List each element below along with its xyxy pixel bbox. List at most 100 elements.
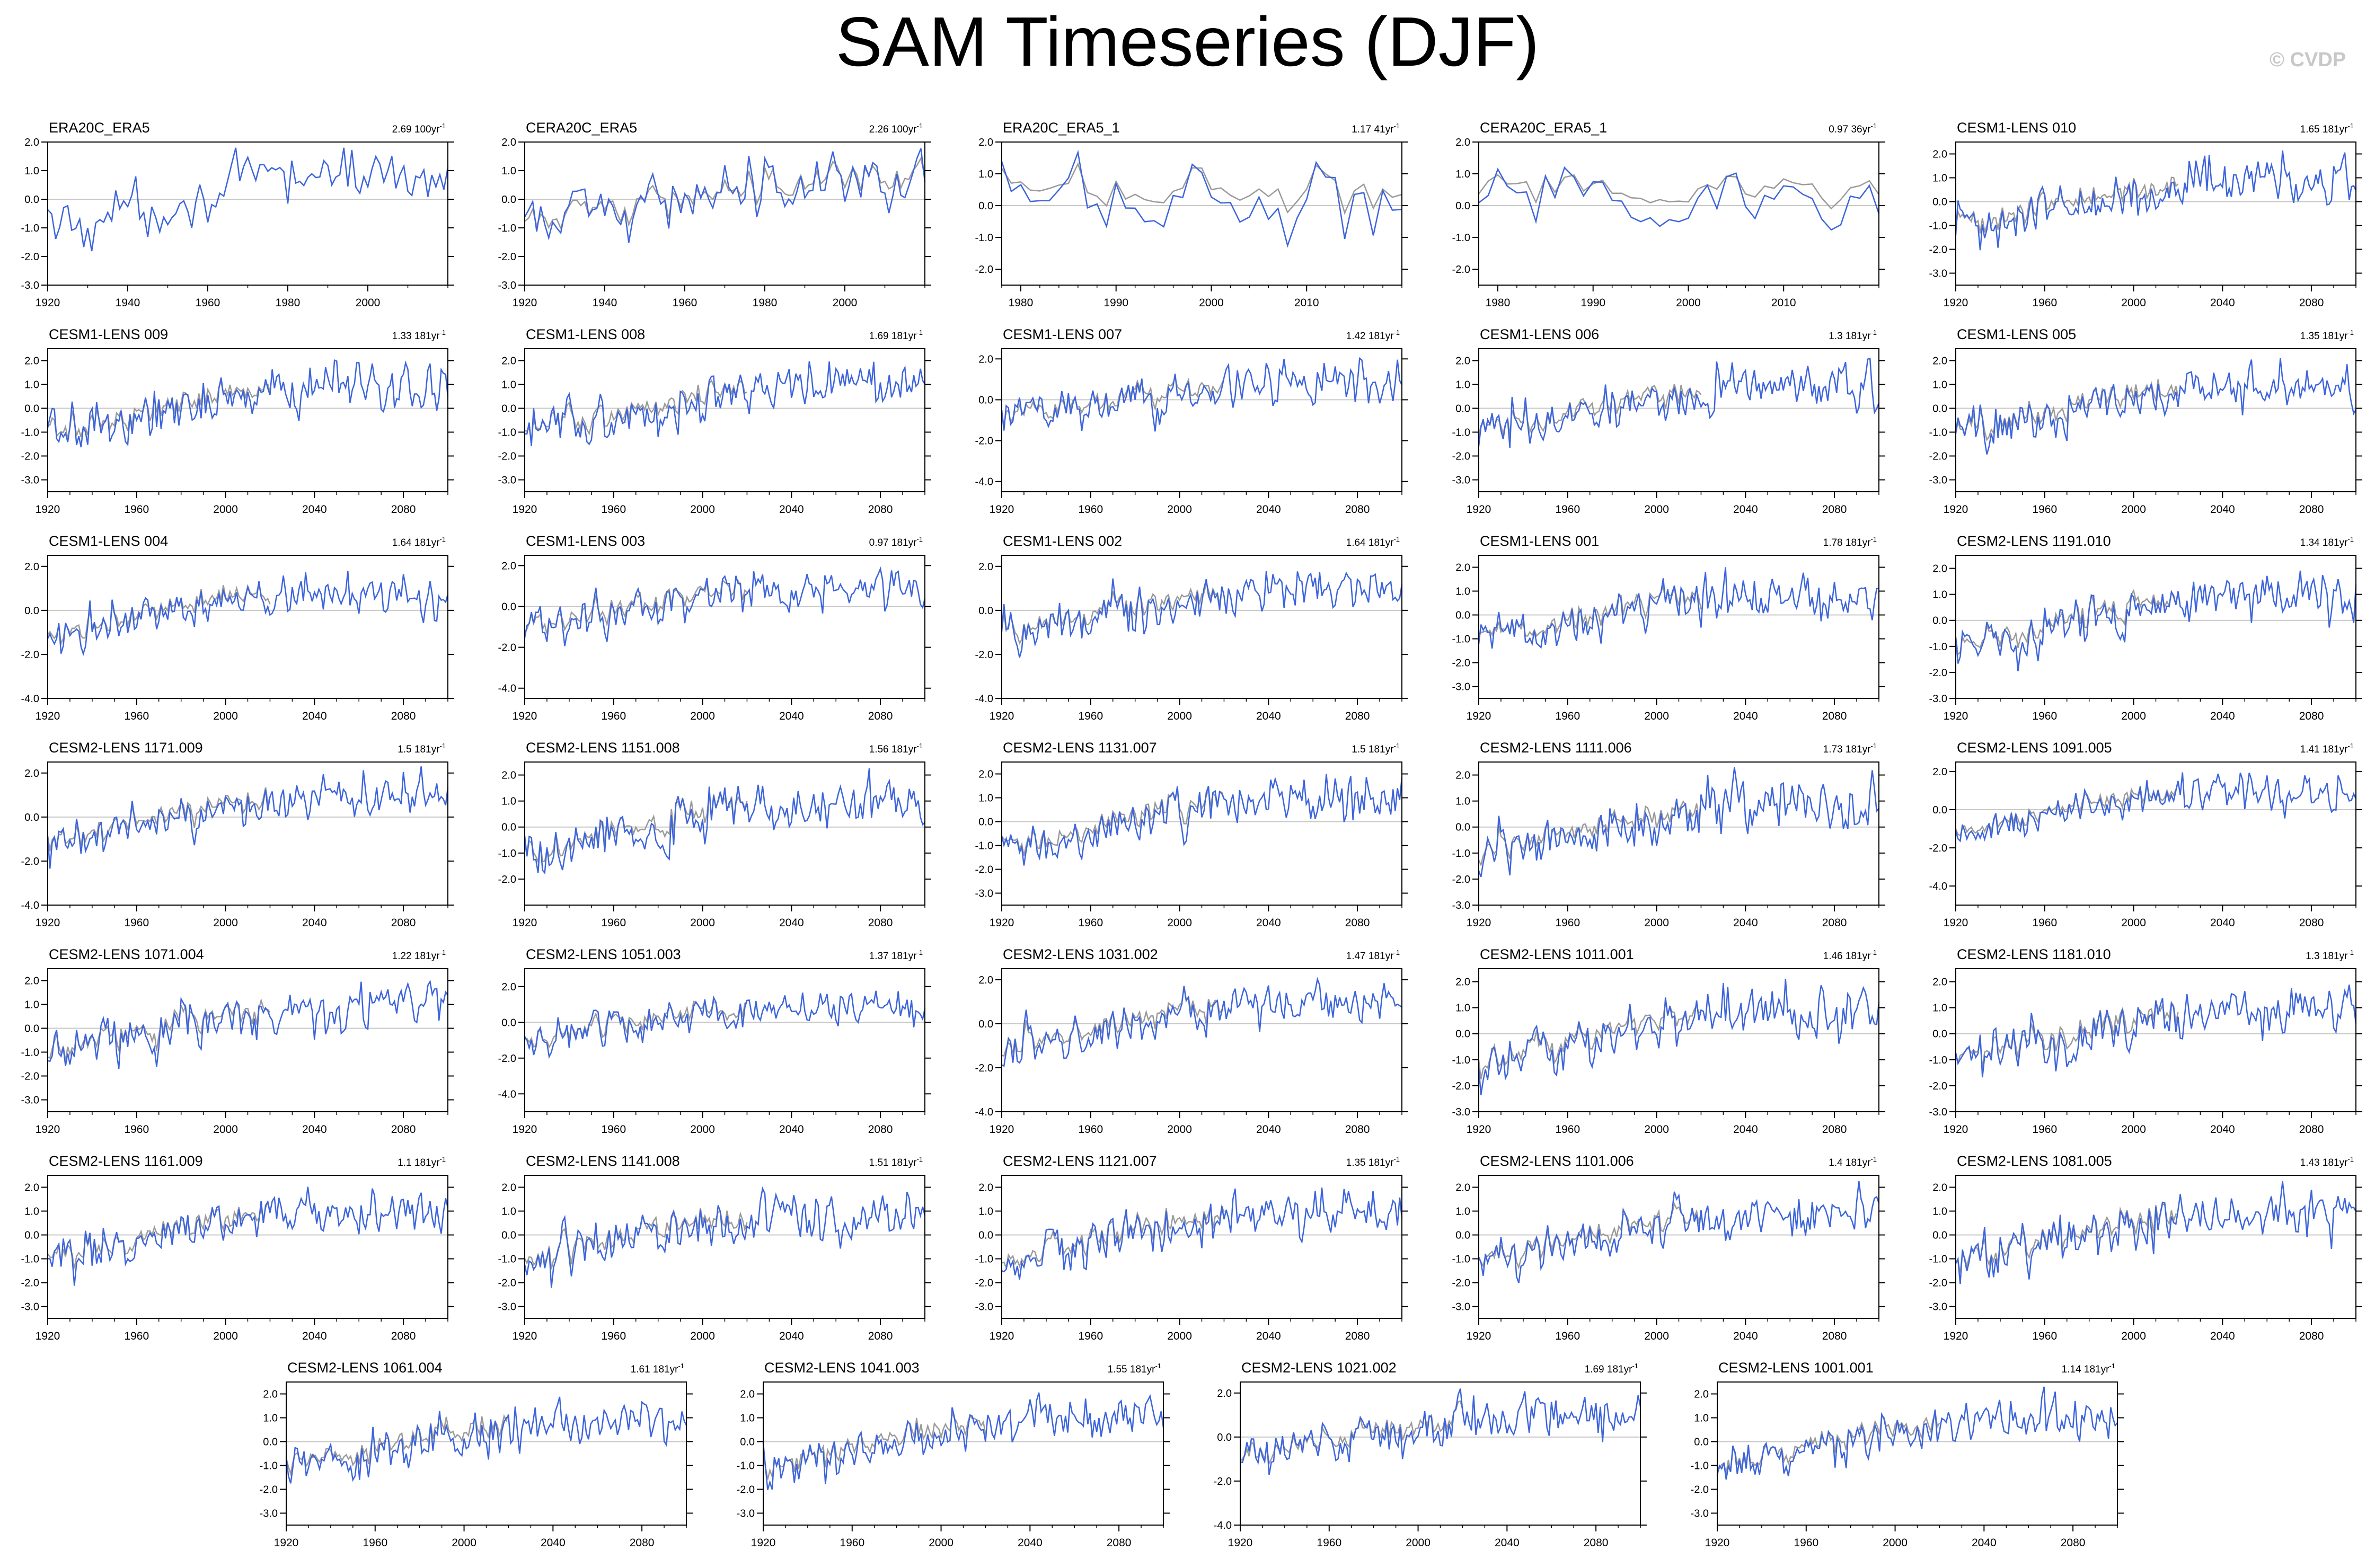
x-tick-label: 2040: [2210, 503, 2235, 516]
plot-frame: [1955, 968, 2356, 1112]
y-tick-label: 2.0: [1932, 356, 1947, 367]
y-tick-label: -2.0: [498, 251, 516, 263]
y-tick-label: -3.0: [1929, 1301, 1947, 1313]
trend-label: 1.61 181yr-1: [631, 1362, 684, 1375]
panel-title: CERA20C_ERA5_1: [1480, 120, 1607, 136]
y-tick-label: 0.0: [501, 403, 516, 415]
panel-title: CESM1-LENS 008: [526, 326, 645, 342]
x-tick-label: 1960: [1555, 503, 1580, 516]
trend-label: 1.41 181yr-1: [2300, 742, 2354, 755]
x-tick-label: 2040: [779, 1123, 804, 1136]
x-tick-label: 1960: [1078, 503, 1103, 516]
x-tick-label: 1920: [36, 917, 60, 929]
x-tick-label: 1960: [2032, 503, 2057, 516]
x-tick-label: 2000: [213, 710, 238, 722]
panel-title: CESM2-LENS 1111.006: [1480, 740, 1632, 756]
x-tick-label: 1960: [1794, 1537, 1818, 1549]
trend-label: 1.33 181yr-1: [392, 329, 446, 342]
trend-exponent: -1: [916, 949, 923, 956]
y-tick-label: -2.0: [975, 1062, 993, 1074]
plot-frame: [1478, 141, 1879, 286]
y-tick-label: 0.0: [978, 817, 993, 828]
x-tick-label: 2000: [1406, 1537, 1431, 1549]
x-tick-label: 2040: [1256, 1330, 1281, 1342]
trend-exponent: -1: [2347, 742, 2354, 750]
panel-title: CESM1-LENS 010: [1957, 120, 2076, 136]
x-tick-label: 2000: [1644, 917, 1669, 929]
model-series-line: [524, 361, 926, 446]
copyright-watermark: © CVDP: [2270, 49, 2346, 71]
x-tick-label: 1920: [990, 710, 1014, 722]
y-tick-label: -1.0: [1452, 232, 1470, 244]
y-tick-label: 2.0: [1455, 562, 1470, 574]
x-tick-label: 2000: [452, 1537, 476, 1549]
y-tick-label: 1.0: [1455, 169, 1470, 180]
chart-panel: CESM1-LENS 009 1.33 181yr-1 2.0 1.0 0.0 -1.0 -…: [21, 326, 454, 516]
x-tick-label: 2040: [302, 710, 327, 722]
trend-label: 0.97 36yr-1: [1829, 122, 1877, 135]
model-series-line: [1478, 979, 1880, 1095]
y-tick-label: -3.0: [498, 1301, 516, 1313]
chart-panel: CESM2-LENS 1111.006 1.73 181yr-1 2.0 1.0 0.0…: [1452, 740, 1885, 929]
x-tick-label: 2040: [779, 503, 804, 516]
obs-series-line: [524, 1208, 748, 1270]
y-tick-label: 1.0: [978, 793, 993, 804]
x-tick-label: 1960: [601, 710, 626, 722]
x-tick-label: 2040: [2210, 1330, 2235, 1342]
trend-exponent: -1: [2347, 1155, 2354, 1163]
model-series-line: [1478, 767, 1879, 878]
x-tick-label: 2080: [868, 503, 893, 516]
x-tick-label: 2000: [1644, 503, 1669, 516]
x-tick-label: 1920: [1467, 1123, 1491, 1136]
x-tick-label: 1920: [274, 1537, 299, 1549]
trend-label: 2.69 100yr-1: [392, 122, 446, 135]
model-series-line: [524, 1186, 926, 1288]
x-tick-label: 1920: [1467, 1330, 1491, 1342]
model-series-line: [285, 1396, 687, 1484]
obs-series-line: [1955, 1203, 2178, 1273]
trend-exponent: -1: [1155, 1362, 1161, 1370]
chart-panel: CERA20C_ERA5 2.26 100yr-1 2.0 1.0 0.0 -1.0 -2.…: [498, 120, 931, 309]
model-series-line: [47, 979, 449, 1069]
x-tick-label: 1960: [601, 503, 626, 516]
trend-label: 1.34 181yr-1: [2300, 535, 2354, 548]
chart-panel: CESM2-LENS 1161.009 1.1 181yr-1 2.0 1.0 0.0 -…: [21, 1153, 454, 1342]
x-tick-label: 1920: [36, 503, 60, 516]
trend-label: 1.35 181yr-1: [1346, 1155, 1400, 1168]
x-tick-label: 2080: [868, 917, 893, 929]
y-tick-label: -1.0: [21, 427, 39, 439]
y-tick-label: 1.0: [1455, 796, 1470, 808]
x-tick-label: 1920: [36, 1330, 60, 1342]
obs-series-line: [1478, 384, 1702, 437]
y-tick-label: -3.0: [498, 280, 516, 291]
y-tick-label: 0.0: [978, 1018, 993, 1030]
x-tick-label: 2000: [690, 1330, 715, 1342]
y-tick-label: 2.0: [24, 768, 39, 779]
plot-frame: [47, 555, 448, 699]
y-tick-label: -4.0: [975, 1106, 993, 1118]
panel-title: CESM1-LENS 001: [1480, 533, 1599, 549]
y-tick-label: 0.0: [1455, 403, 1470, 415]
x-tick-label: 2080: [391, 1330, 416, 1342]
y-tick-label: -1.0: [21, 1254, 39, 1265]
x-tick-label: 2040: [541, 1537, 566, 1549]
obs-series-line: [1001, 375, 1225, 426]
chart-panel: CESM2-LENS 1061.004 1.61 181yr-1 2.0 1.0 0.0…: [260, 1360, 693, 1549]
y-tick-label: -3.0: [1452, 681, 1470, 693]
y-tick-label: 0.0: [1932, 1029, 1947, 1040]
y-tick-label: -2.0: [1929, 843, 1947, 854]
x-tick-label: 2080: [1822, 917, 1847, 929]
x-tick-label: 1920: [1944, 710, 1968, 722]
y-tick-label: -2.0: [1452, 874, 1470, 885]
y-tick-label: 2.0: [1694, 1389, 1709, 1401]
x-tick-label: 2040: [1256, 503, 1281, 516]
model-series-line: [524, 148, 926, 243]
panel-title: CESM2-LENS 1131.007: [1003, 740, 1157, 756]
y-tick-label: -1.0: [1929, 1254, 1947, 1265]
chart-panel: CESM1-LENS 003 0.97 181yr-1 2.0 0.0 -2.0 -4.0…: [498, 533, 931, 722]
x-tick-label: 2000: [1644, 1330, 1669, 1342]
x-tick-label: 1960: [1078, 917, 1103, 929]
y-tick-label: 0.0: [501, 1230, 516, 1242]
y-tick-label: 2.0: [1932, 1182, 1947, 1194]
